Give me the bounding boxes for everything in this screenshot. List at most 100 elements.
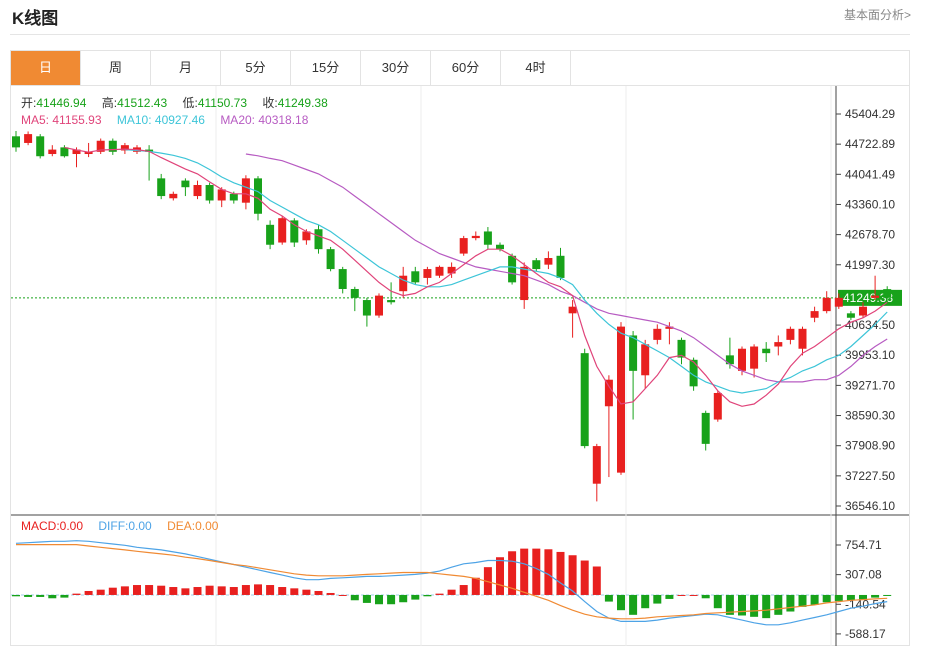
candle-up <box>871 295 880 298</box>
macd-bar <box>544 549 553 595</box>
candle-down <box>145 149 154 152</box>
candle-up <box>750 346 759 369</box>
close-label: 收: <box>262 96 278 110</box>
tab-4[interactable]: 15分 <box>291 51 361 85</box>
macd-bar <box>738 594 746 616</box>
macd-bar <box>12 594 20 597</box>
macd-bar <box>459 585 468 595</box>
macd-bar <box>169 587 178 595</box>
high-label: 高: <box>101 96 118 110</box>
macd-label: MACD: <box>21 519 60 533</box>
diff-label: DIFF: <box>98 519 129 533</box>
candle-down <box>266 224 275 245</box>
candle-down <box>532 260 541 270</box>
ma10-label: MA10: <box>116 113 152 127</box>
high-value: 41512.43 <box>117 96 168 110</box>
macd-dea-line <box>16 544 888 620</box>
candle-down <box>108 140 117 152</box>
macd-bar <box>653 594 662 604</box>
macd-bar <box>145 585 154 595</box>
tab-3[interactable]: 5分 <box>221 51 291 85</box>
macd-bar <box>774 594 783 615</box>
macd-bar <box>822 594 831 603</box>
candle-up <box>217 189 226 201</box>
candle-up <box>302 231 311 241</box>
dea-value: 0.00 <box>195 519 219 533</box>
candle-down <box>157 178 166 197</box>
macd-bar <box>375 594 383 605</box>
candle-up <box>84 151 93 155</box>
candle-up <box>665 326 674 329</box>
candle-down <box>701 412 710 444</box>
price-tick-label: 43360.10 <box>845 197 895 211</box>
macd-bar <box>411 594 420 600</box>
candle-down <box>496 244 504 250</box>
candle-up <box>859 306 867 316</box>
macd-bar <box>556 551 565 595</box>
macd-bar <box>350 594 359 601</box>
tab-7[interactable]: 4时 <box>501 51 571 85</box>
candle-down <box>12 136 20 148</box>
macd-bar <box>314 590 323 595</box>
price-tick-label: 44041.49 <box>845 167 895 181</box>
price-tick-label: 41997.30 <box>845 258 895 272</box>
tab-1[interactable]: 周 <box>81 51 151 85</box>
candle-down <box>362 300 371 316</box>
macd-bar <box>725 594 734 615</box>
macd-bar <box>798 594 807 607</box>
macd-bar <box>834 594 843 601</box>
macd-bar <box>592 566 601 595</box>
low-label: 低: <box>182 96 198 110</box>
tab-5[interactable]: 30分 <box>361 51 431 85</box>
open-label: 开: <box>21 96 37 110</box>
candle-up <box>193 184 202 197</box>
macd-bar <box>181 588 190 595</box>
candle-up <box>810 311 819 318</box>
candle-up <box>520 266 529 301</box>
macd-bar <box>604 594 613 602</box>
macd-bar <box>665 594 674 599</box>
macd-bar <box>701 594 710 599</box>
candle-up <box>471 235 480 239</box>
macd-tick-label: -588.17 <box>845 627 886 641</box>
macd-bar <box>302 589 311 595</box>
tab-0[interactable]: 日 <box>11 51 81 85</box>
candle-down <box>326 249 335 270</box>
macd-bar <box>254 584 262 595</box>
candle-down <box>314 229 323 250</box>
macd-bar <box>60 594 69 598</box>
ma10-value: 40927.46 <box>154 113 205 127</box>
fundamental-analysis-link[interactable]: 基本面分析> <box>843 8 911 22</box>
candle-down <box>229 193 238 201</box>
candle-up <box>641 344 650 376</box>
macd-bar <box>205 585 214 595</box>
candle-up <box>435 266 444 276</box>
macd-bar <box>120 586 129 595</box>
macd-bar <box>362 594 371 603</box>
candle-down <box>483 231 492 245</box>
candle-up <box>24 134 33 143</box>
price-tick-label: 37227.50 <box>845 469 895 483</box>
macd-bar <box>520 548 529 595</box>
candle-up <box>798 328 807 349</box>
macd-bar <box>677 594 686 596</box>
ohlc-legend: 开:41446.94 高:41512.43 低:41150.73 收:41249… <box>21 94 340 111</box>
tab-6[interactable]: 60分 <box>431 51 501 85</box>
candle-up <box>653 328 662 340</box>
candle-down <box>350 288 359 298</box>
candle-up <box>48 149 57 155</box>
candle-up <box>738 348 746 371</box>
macd-bar <box>508 551 517 595</box>
candle-up <box>834 297 843 307</box>
macd-bar <box>72 593 81 595</box>
macd-bar <box>580 560 589 595</box>
price-tick-label: 38590.30 <box>845 409 895 423</box>
macd-bar <box>568 555 577 595</box>
macd-bar <box>84 590 93 595</box>
kline-chart[interactable]: 45404.29 44722.89 44041.49 43360.10 42678.70… <box>11 86 909 646</box>
macd-bar <box>326 592 335 595</box>
candle-up <box>544 258 553 265</box>
tab-2[interactable]: 月 <box>151 51 221 85</box>
macd-bar <box>217 586 226 595</box>
macd-bar <box>229 587 238 595</box>
